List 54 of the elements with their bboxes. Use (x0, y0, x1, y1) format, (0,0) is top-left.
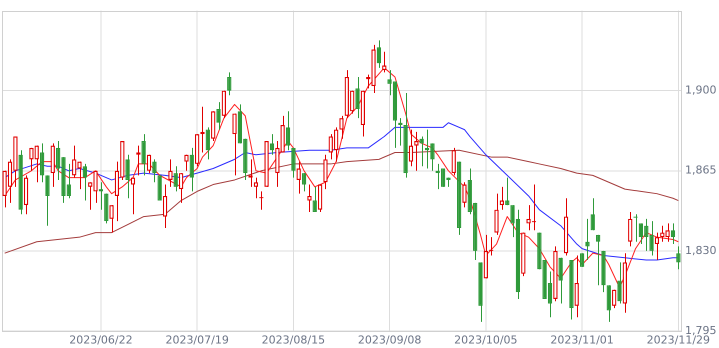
candlestick (676, 246, 680, 270)
candlestick (606, 284, 611, 322)
x-tick-label: 2023/07/19 (165, 333, 229, 346)
candlestick (500, 186, 504, 210)
candlestick (232, 113, 237, 176)
candlestick (302, 172, 306, 192)
candlestick (462, 182, 467, 208)
candlestick (168, 158, 173, 188)
candlestick (617, 262, 622, 304)
candlestick (585, 218, 590, 261)
candlestick (307, 184, 312, 212)
candlestick (612, 289, 616, 309)
candlestick (178, 172, 184, 204)
candlestick (162, 184, 168, 229)
candlestick (414, 131, 418, 172)
candlestick (275, 140, 280, 188)
candlestick (126, 154, 130, 199)
x-tick-label: 2023/11/01 (550, 333, 614, 346)
candlestick (82, 163, 88, 202)
candlestick (109, 204, 114, 234)
y-tick-label: 1,865 (685, 164, 716, 177)
candlestick (40, 142, 44, 183)
candlestick (670, 222, 676, 245)
candlestick (291, 147, 296, 178)
candlestick (130, 177, 136, 215)
candlestick (318, 184, 322, 212)
candlestick (152, 158, 157, 183)
candlestick (142, 134, 146, 176)
candlestick (355, 76, 360, 119)
candlestick (376, 40, 382, 68)
candlestick (339, 115, 344, 140)
x-tick-label: 2023/09/08 (358, 333, 422, 346)
x-tick-label: 2023/06/22 (69, 333, 133, 346)
y-tick-label: 1,830 (685, 244, 716, 257)
candlestick (334, 126, 338, 162)
candlestick (206, 126, 210, 160)
candlestick (382, 51, 386, 73)
candlestick (286, 110, 290, 151)
candlestick (596, 234, 600, 286)
candlestick (184, 154, 189, 172)
candlestick (45, 174, 50, 226)
candlestick (222, 90, 226, 119)
candlestick (654, 232, 660, 261)
candlestick (408, 129, 414, 167)
candlestick (494, 193, 499, 236)
candlestick (254, 177, 258, 199)
candlestick (323, 154, 328, 190)
x-tick-label: 2023/10/05 (454, 333, 518, 346)
candlestick (270, 134, 274, 156)
y-tick-label: 1,900 (685, 84, 716, 97)
candlestick (146, 154, 152, 174)
x-tick-label: 2023/08/15 (262, 333, 326, 346)
candlestick (216, 102, 221, 130)
y-tick-label: 1,795 (685, 324, 716, 337)
